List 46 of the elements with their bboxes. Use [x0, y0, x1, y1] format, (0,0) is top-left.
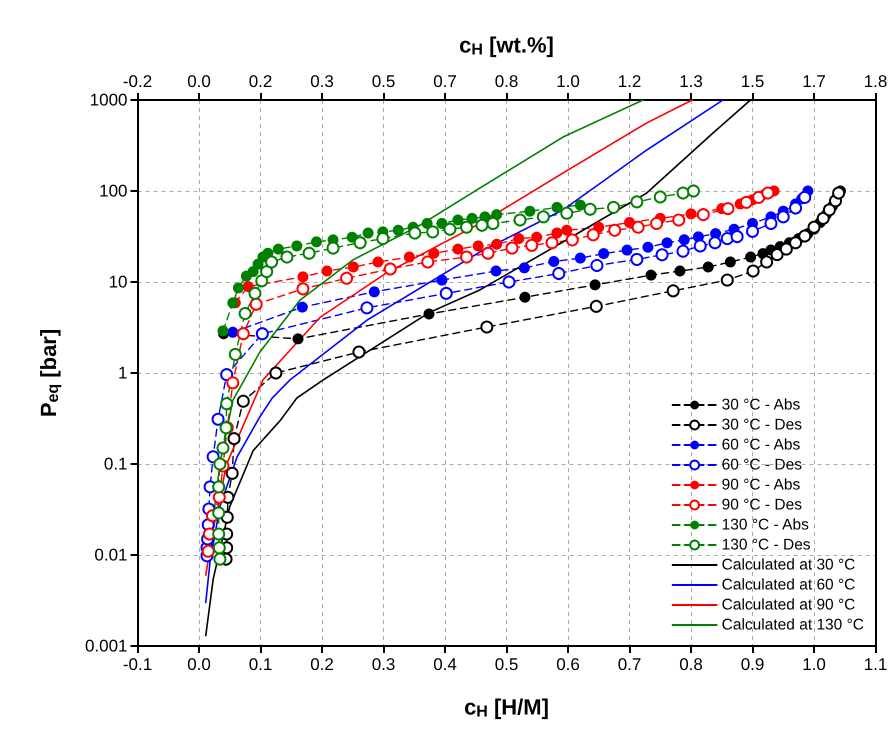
x2-tick-label: 0.0 [187, 72, 211, 91]
legend-label: Calculated at 30 °C [722, 556, 856, 574]
x-tick-label: 1.1 [864, 655, 888, 674]
legend-label: Calculated at 130 °C [722, 616, 864, 634]
x-tick-label: 0.5 [494, 655, 518, 674]
x2-tick-label: 1.5 [740, 72, 764, 91]
x-tick-label: -0.1 [122, 655, 152, 674]
x-tick-label: 0.0 [187, 655, 211, 674]
x2-tick-label: 1.7 [802, 72, 826, 91]
legend-label: 60 °C - Des [722, 456, 802, 474]
x-tick-label: 1.0 [802, 655, 826, 674]
y-tick-label: 10 [108, 272, 128, 292]
y-tick-label: 1 [118, 364, 128, 382]
x-tick-label: 0.6 [556, 655, 580, 674]
x-tick-label: 0.4 [433, 655, 457, 674]
x2-tick-label: 0.5 [372, 72, 396, 91]
y-tick-label: 0.001 [84, 636, 128, 656]
legend-label: Calculated at 90 °C [722, 596, 856, 614]
legend-label: 30 °C - Abs [722, 396, 800, 414]
x-tick-label: 0.2 [310, 655, 334, 674]
x2-tick-label: 0.2 [248, 72, 272, 91]
legend-label: 90 °C - Des [722, 496, 802, 514]
x2-tick-label: 1.3 [679, 72, 703, 91]
x2-tick-label: 1.8 [864, 72, 888, 91]
x-tick-label: 0.1 [248, 655, 272, 674]
y-tick-label: 0.1 [104, 454, 128, 474]
x2-tick-label: 0.7 [433, 72, 457, 91]
y-tick-label: 0.01 [94, 546, 128, 564]
legend-label: 60 °C - Abs [722, 436, 800, 454]
legend-label: 130 °C - Des [722, 536, 811, 554]
legend-label: 90 °C - Abs [722, 476, 800, 494]
y-tick-label: 1000 [90, 90, 128, 110]
x-tick-label: 0.9 [740, 655, 764, 674]
x-tick-label: 0.7 [618, 655, 642, 674]
legend-label: 130 °C - Abs [722, 516, 810, 534]
x2-tick-label: 1.2 [618, 72, 642, 91]
x2-tick-label: 0.3 [310, 72, 334, 91]
y-axis-title: Peq [bar] [36, 328, 62, 418]
legend-label: Calculated at 60 °C [722, 576, 856, 594]
legend-label: 30 °C - Des [722, 416, 802, 434]
x2-tick-label: -0.2 [122, 72, 152, 91]
y-tick-label: 100 [99, 182, 128, 200]
x-tick-label: 0.8 [679, 655, 703, 674]
x-tick-label: 0.3 [372, 655, 396, 674]
x2-tick-label: 1.0 [556, 72, 580, 91]
x2-tick-label: 0.8 [494, 72, 518, 91]
